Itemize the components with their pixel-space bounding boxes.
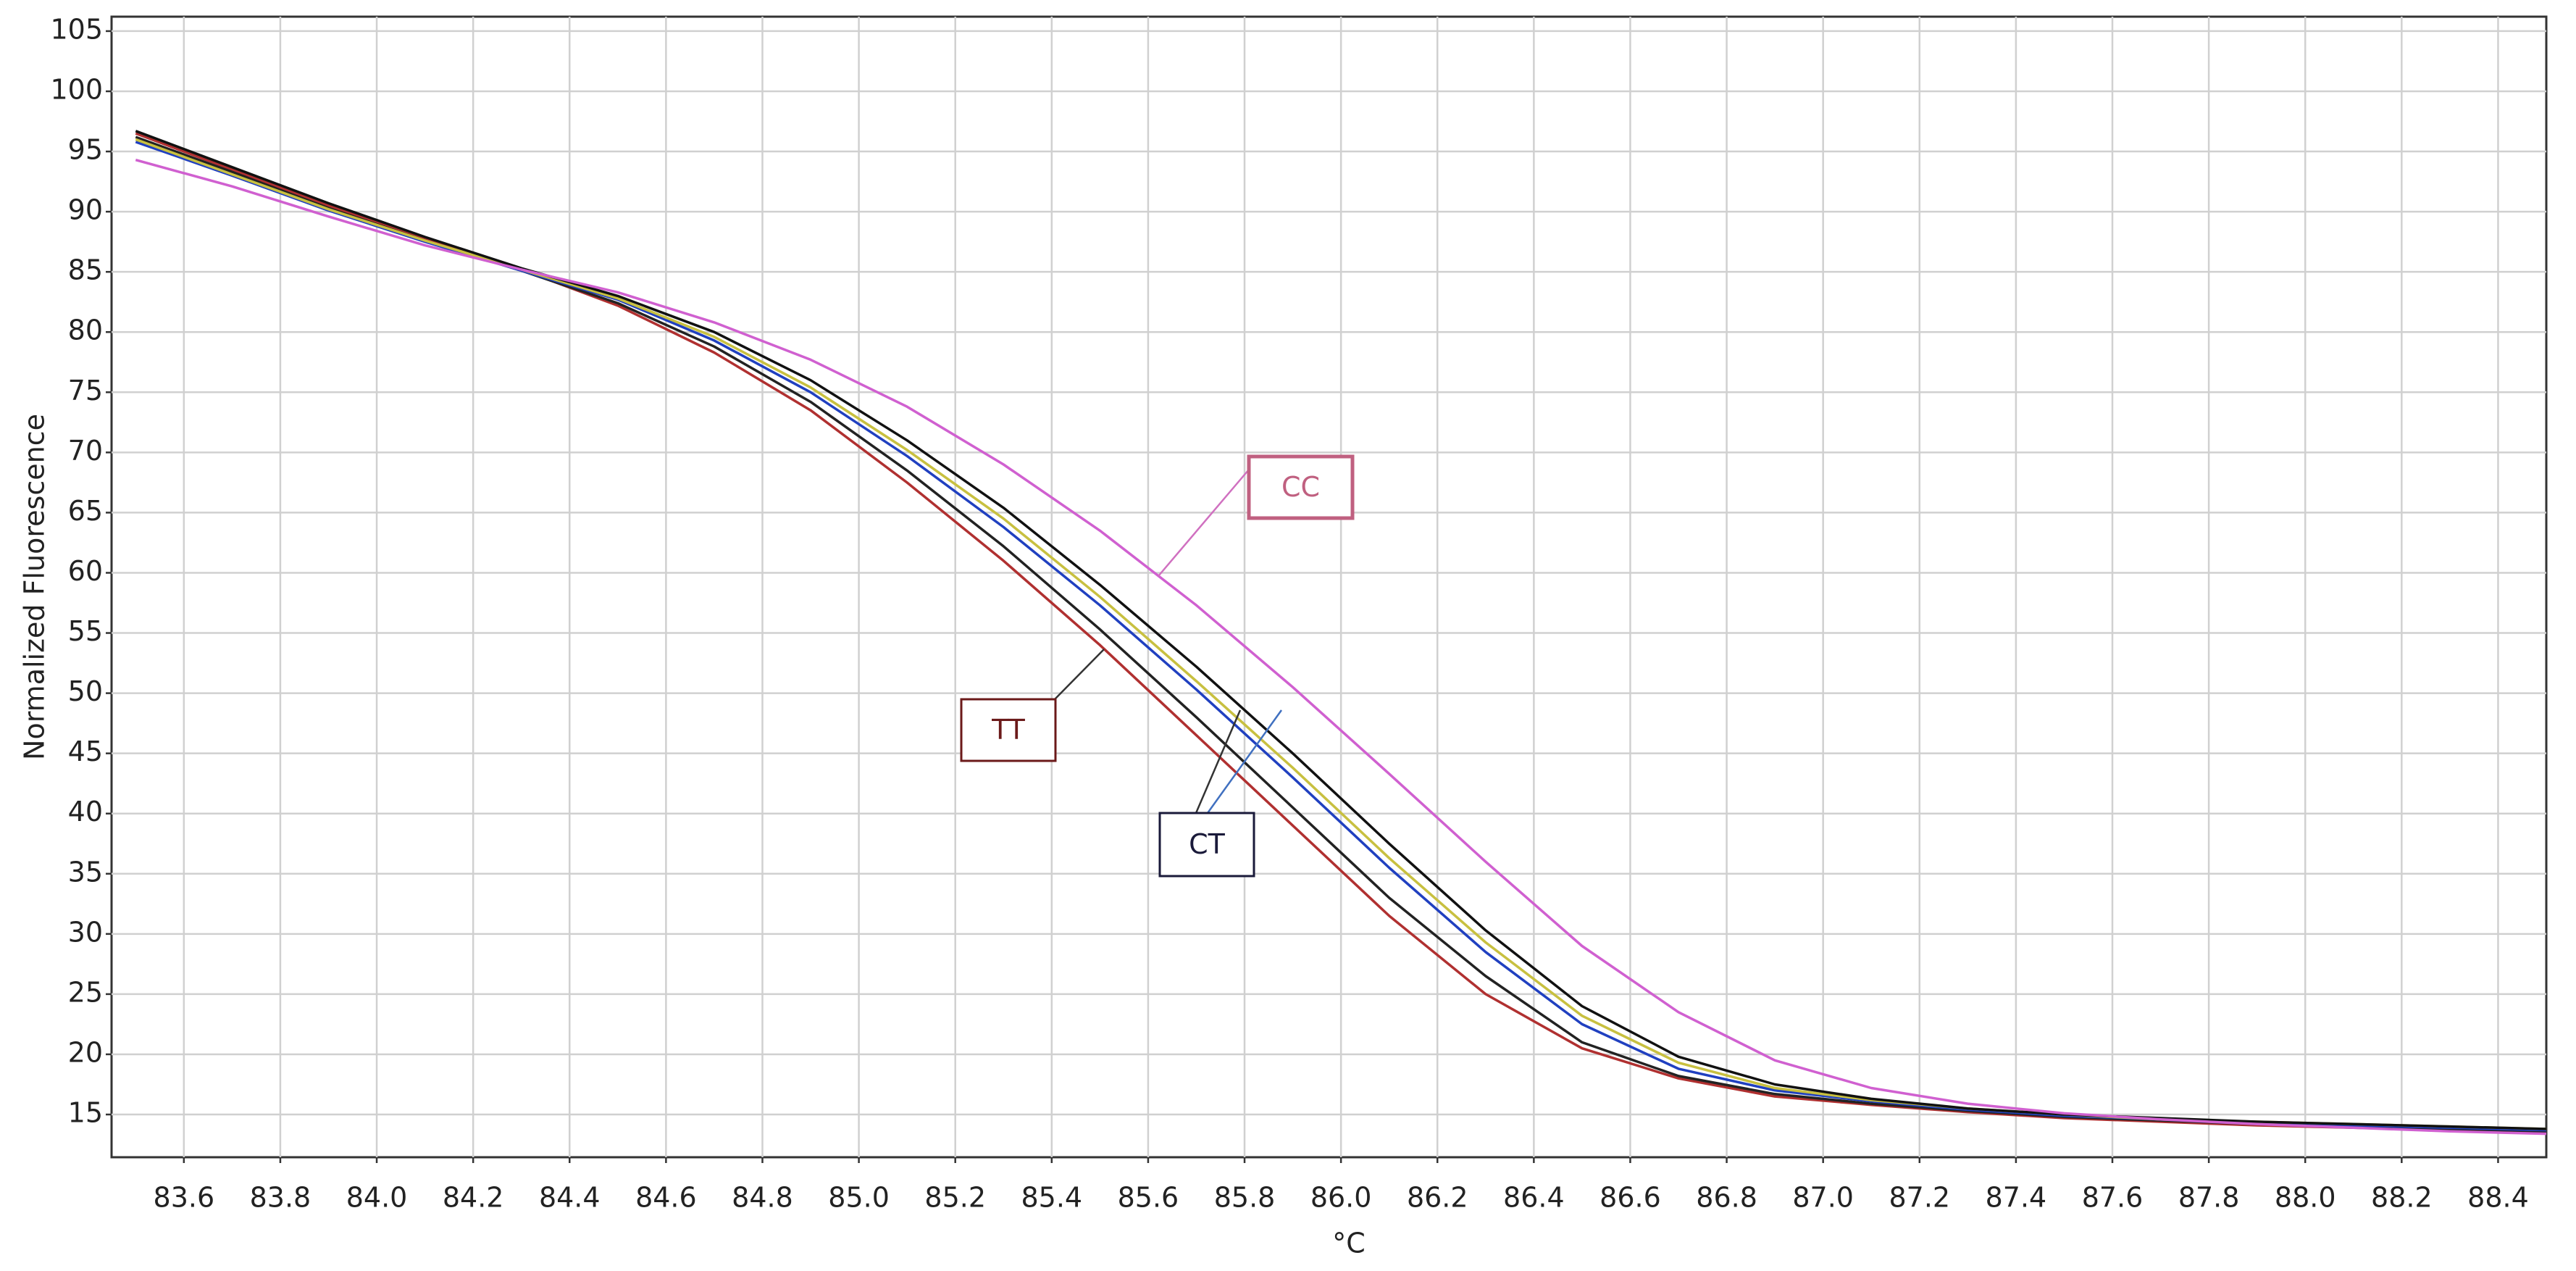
y-tick-label: 75 bbox=[68, 375, 103, 407]
x-tick-label: 85.8 bbox=[1214, 1182, 1276, 1214]
x-tick-label: 87.0 bbox=[1792, 1182, 1854, 1214]
y-tick-label: 40 bbox=[68, 796, 103, 828]
x-tick-label: 84.0 bbox=[346, 1182, 408, 1214]
leader-line bbox=[1206, 709, 1283, 814]
x-tick-label: 86.2 bbox=[1407, 1182, 1468, 1214]
x-tick-label: 88.2 bbox=[2371, 1182, 2433, 1214]
annotation-box bbox=[1158, 812, 1255, 878]
y-tick-label: 95 bbox=[68, 134, 103, 166]
y-tick-label: 25 bbox=[68, 976, 103, 1008]
y-tick-label: 60 bbox=[68, 555, 103, 587]
y-tick-label: 45 bbox=[68, 735, 103, 767]
x-tick-label: 85.0 bbox=[828, 1182, 890, 1214]
x-axis-label: °C bbox=[1332, 1228, 1366, 1259]
x-tick-label: 84.2 bbox=[443, 1182, 504, 1214]
grid bbox=[112, 17, 2546, 1157]
x-tick-label: 86.0 bbox=[1310, 1182, 1372, 1214]
y-tick-label: 100 bbox=[50, 73, 103, 105]
annotation-label: CT bbox=[1189, 828, 1226, 860]
y-tick-label: 90 bbox=[68, 194, 103, 226]
y-tick-label: 30 bbox=[68, 916, 103, 948]
y-tick-label: 85 bbox=[68, 254, 103, 286]
y-tick-label: 55 bbox=[68, 615, 103, 647]
annotation-box bbox=[1247, 454, 1355, 520]
x-tick-label: 88.0 bbox=[2275, 1182, 2336, 1214]
lines bbox=[135, 130, 2547, 1135]
annotation-leaders bbox=[1054, 469, 1283, 814]
leader-line bbox=[1195, 709, 1242, 814]
x-tick-label: 84.6 bbox=[635, 1182, 697, 1214]
x-tick-label: 87.4 bbox=[1986, 1182, 2047, 1214]
x-tick-label: 83.6 bbox=[154, 1182, 215, 1214]
x-tick-label: 87.2 bbox=[1889, 1182, 1950, 1214]
x-tick-label: 85.2 bbox=[924, 1182, 986, 1214]
leader-line bbox=[1054, 649, 1105, 700]
annotation-label: CC bbox=[1281, 471, 1320, 503]
y-tick-label: 50 bbox=[68, 675, 103, 707]
annotation-label: TT bbox=[991, 714, 1026, 746]
leader-line bbox=[1158, 469, 1250, 577]
y-tick-label: 70 bbox=[68, 435, 103, 467]
x-tick-label: 87.6 bbox=[2082, 1182, 2144, 1214]
x-tick-label: 86.6 bbox=[1599, 1182, 1661, 1214]
x-tick-label: 83.8 bbox=[250, 1182, 311, 1214]
y-tick-label: 65 bbox=[68, 495, 103, 527]
y-tick-label: 80 bbox=[68, 314, 103, 346]
melt-curve bbox=[135, 159, 2547, 1135]
x-tick-label: 86.4 bbox=[1503, 1182, 1565, 1214]
annotations: CC TT CT bbox=[960, 454, 1355, 878]
y-axis-label: Normalized Fluorescence bbox=[19, 414, 51, 760]
x-tick-label: 87.8 bbox=[2178, 1182, 2240, 1214]
y-tick-label: 15 bbox=[68, 1097, 103, 1129]
y-tick-label: 20 bbox=[68, 1036, 103, 1068]
annotation-box bbox=[960, 698, 1057, 762]
x-tick-label: 84.8 bbox=[732, 1182, 793, 1214]
x-tick-label: 84.4 bbox=[539, 1182, 601, 1214]
x-tick-label: 86.8 bbox=[1696, 1182, 1757, 1214]
y-tick-label: 105 bbox=[50, 13, 103, 45]
x-tick-label: 85.4 bbox=[1021, 1182, 1083, 1214]
x-tick-label: 85.6 bbox=[1118, 1182, 1179, 1214]
y-tick-label: 35 bbox=[68, 856, 103, 888]
plot-frame bbox=[110, 15, 2548, 1159]
x-tick-label: 88.4 bbox=[2467, 1182, 2529, 1214]
